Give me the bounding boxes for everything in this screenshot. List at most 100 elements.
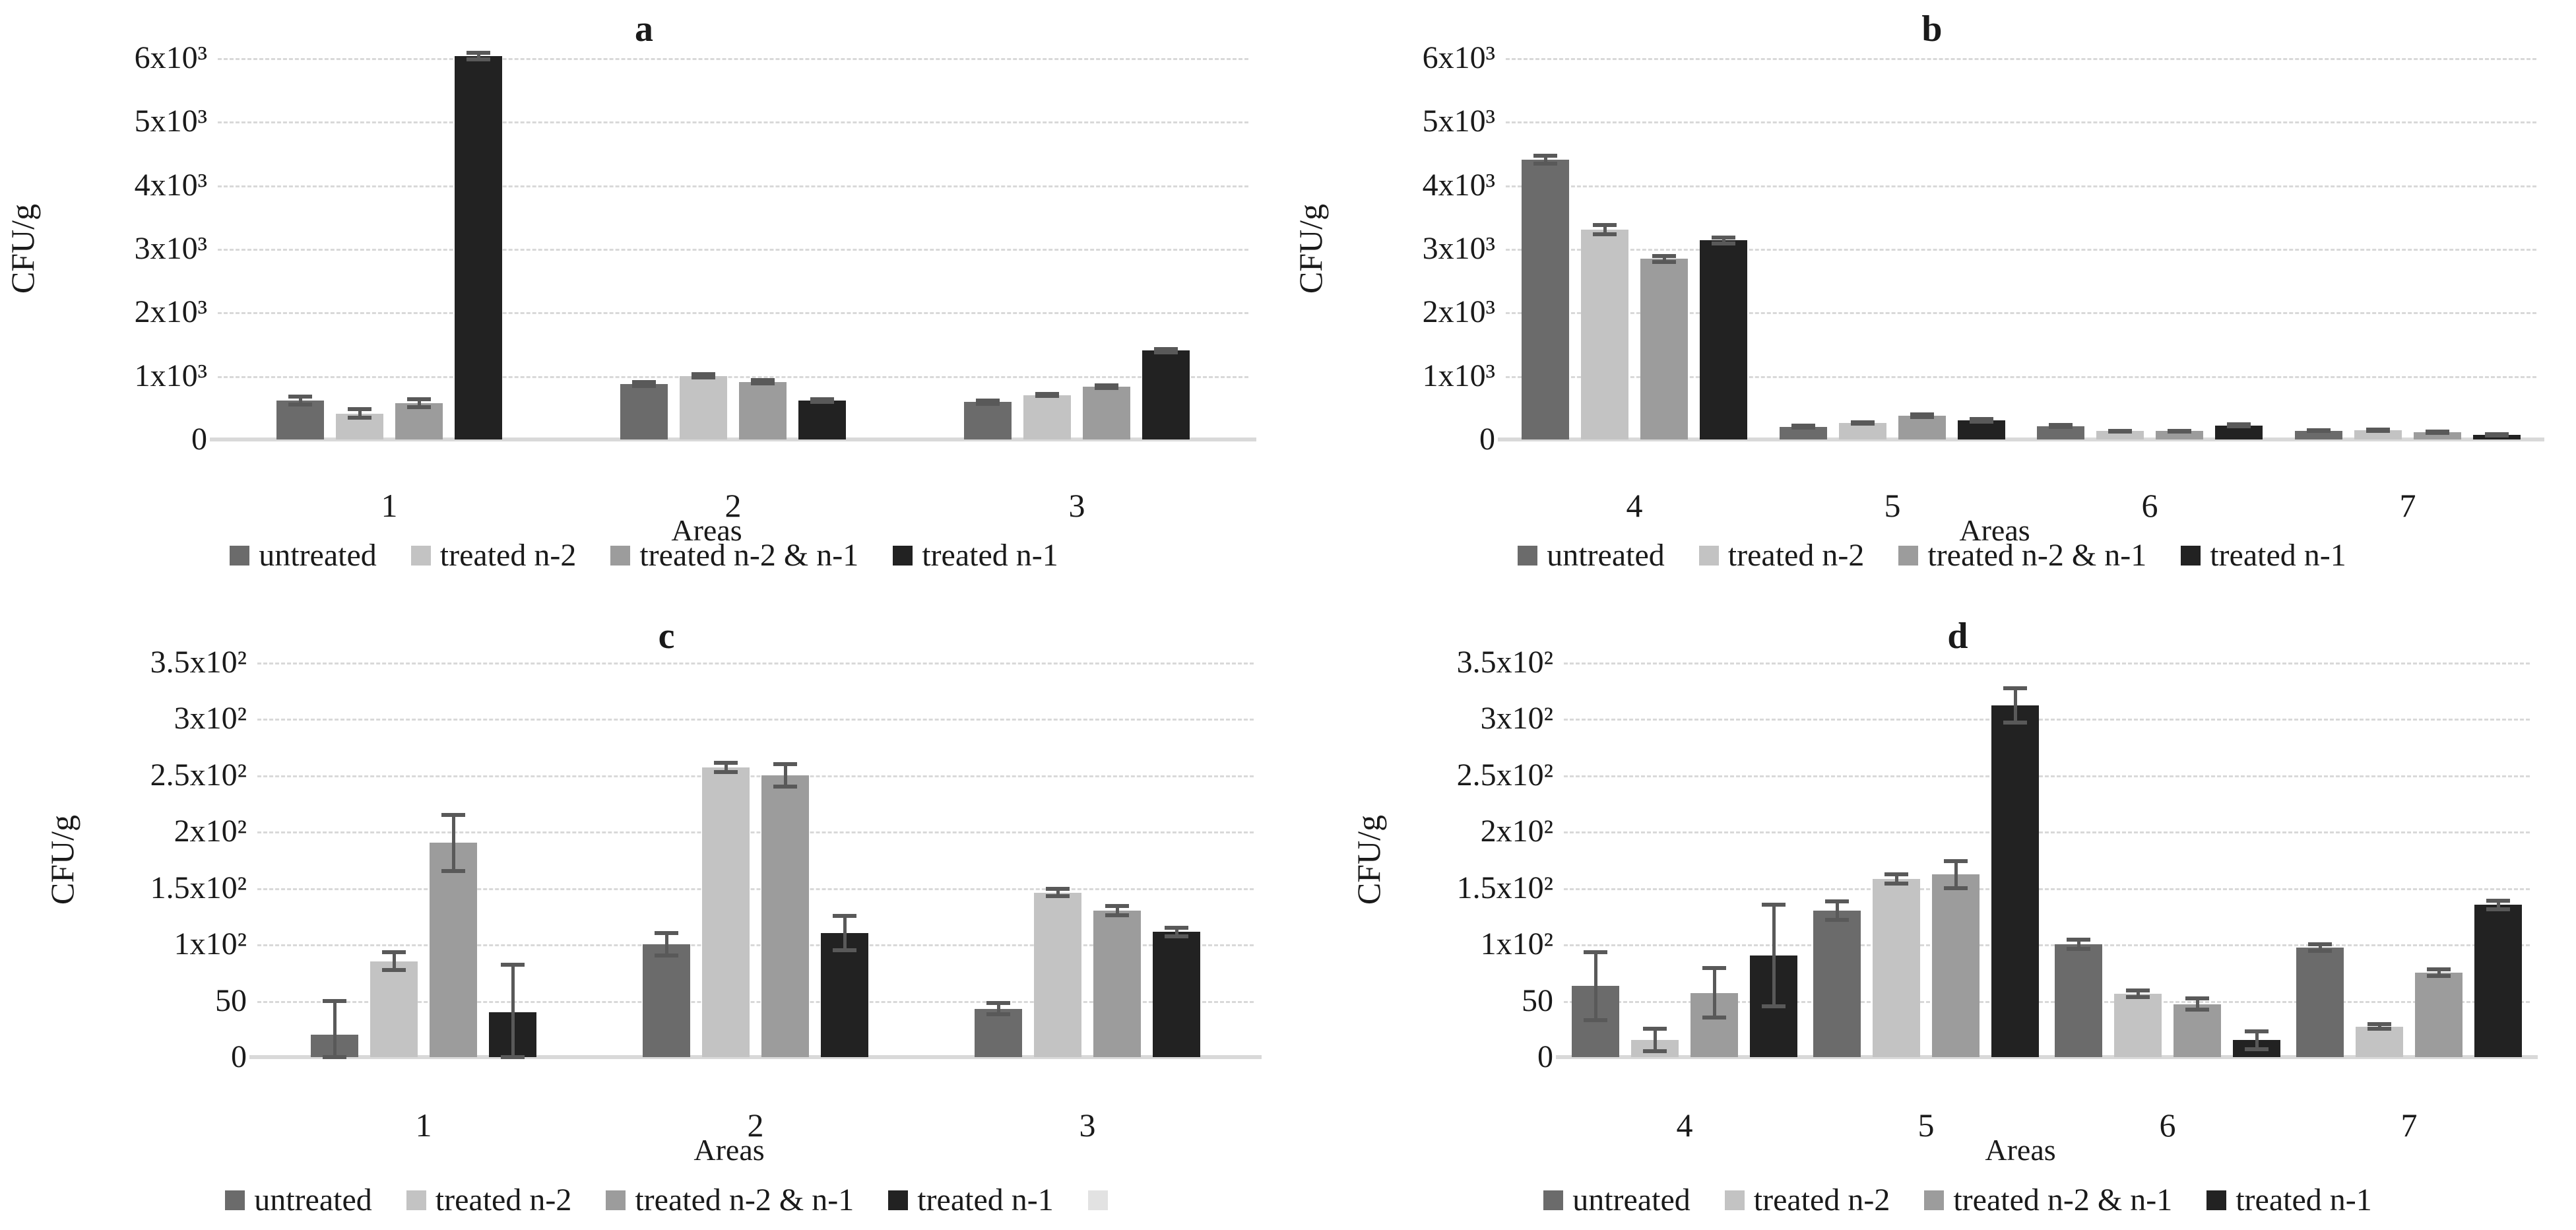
chart-title: a (635, 9, 653, 49)
error-bar-cap (1643, 1049, 1667, 1053)
legend-label: treated n-2 & n-1 (639, 538, 859, 573)
error-bar-cap (1825, 899, 1849, 903)
x-axis-title: Areas (693, 1133, 765, 1167)
gridline (1506, 312, 2536, 314)
error-bar-cap (2308, 949, 2332, 953)
error-bar-cap (1593, 223, 1617, 227)
y-tick-label: 50 (215, 983, 247, 1018)
error-bar-cap (2245, 1047, 2269, 1051)
y-tick-label: 50 (1522, 983, 1553, 1018)
bar-untreated (975, 1009, 1022, 1057)
error-bar-cap (348, 407, 371, 411)
y-tick-label: 0 (1537, 1039, 1553, 1074)
legend-item: untreated (225, 1182, 372, 1218)
gridline (218, 121, 1248, 123)
y-tick-label: 2x10² (174, 814, 247, 849)
error-bar-cap (1884, 872, 1908, 876)
error-bar (724, 763, 728, 772)
error-bar (392, 952, 396, 970)
bar-untreated (276, 401, 324, 439)
y-tick-label: 3.5x10² (1456, 645, 1553, 680)
x-category-label: 5 (1917, 1107, 1935, 1144)
bar-treated-n-2 (702, 767, 750, 1057)
x-category-label: 2 (747, 1107, 764, 1144)
legend-item: untreated (230, 538, 377, 573)
x-axis-labels: 1 2 3 Areas (257, 1107, 1254, 1179)
x-axis-title: Areas (1985, 1133, 2056, 1167)
error-bar-cap (632, 380, 656, 384)
legend-label: untreated (1547, 538, 1665, 573)
error-bar-cap (2485, 434, 2509, 437)
gridline (218, 376, 1248, 378)
error-bar-cap (976, 399, 1000, 403)
x-axis-line (1498, 437, 2544, 441)
legend-item: treated n-2 (1698, 538, 1865, 573)
error-bar-cap (1702, 966, 1726, 970)
error-bar-cap (348, 416, 371, 420)
error-bar-cap (2227, 424, 2251, 428)
error-bar-cap (810, 400, 834, 404)
legend-swatch-extra (1087, 1190, 1108, 1210)
error-bar-cap (2108, 430, 2132, 434)
error-bar (1603, 225, 1607, 234)
bar-treated-n-1 (1153, 932, 1200, 1057)
legend-item: treated n-1 (2206, 1182, 2372, 1218)
x-axis-labels: 1 2 3 Areas (218, 487, 1248, 560)
bar-treated-n-1 (2474, 905, 2522, 1057)
error-bar-cap (2067, 938, 2090, 942)
error-bar-cap (501, 963, 525, 967)
legend-label: treated n-2 (1727, 538, 1865, 573)
y-tick-label: 0 (231, 1039, 247, 1074)
error-bar-cap (323, 1055, 346, 1059)
error-bar-cap (1712, 236, 1735, 240)
error-bar-cap (382, 950, 406, 954)
legend-swatch-treated-n-2-n-1 (610, 546, 631, 566)
error-bar-cap (1095, 386, 1118, 390)
bar-treated-n-1 (1991, 705, 2039, 1057)
bar-treated-n-2 (1873, 879, 1920, 1057)
error-bar-cap (2003, 721, 2027, 725)
gridline (1506, 121, 2536, 123)
y-tick-label: 3.5x10² (150, 645, 247, 680)
error-bar-cap (2426, 431, 2449, 435)
x-axis-line (210, 437, 1256, 441)
y-tick-label: 0 (1479, 422, 1495, 457)
error-bar-cap (1046, 894, 1070, 898)
error-bar (843, 916, 847, 950)
error-bar-cap (2486, 899, 2510, 903)
error-bar-cap (810, 397, 834, 401)
legend-swatch-treated-n-1 (2206, 1190, 2227, 1210)
error-bar-cap (1165, 934, 1188, 938)
gridline (257, 831, 1254, 833)
x-axis-line (249, 1055, 1262, 1059)
error-bar-cap (1910, 415, 1934, 419)
error-bar-cap (1652, 260, 1676, 264)
error-bar-cap (2126, 988, 2150, 992)
error-bar-cap (1910, 412, 1934, 416)
y-tick-label: 1x10³ (134, 358, 207, 393)
error-bar (1894, 874, 1898, 884)
bar-untreated (964, 402, 1012, 439)
error-bar-cap (501, 1055, 525, 1059)
legend-swatch-treated-n-1 (893, 546, 913, 566)
bar-treated-n-2-n-1 (2415, 973, 2463, 1057)
plot-area (249, 663, 1262, 1059)
bar-treated-n-2-n-1 (1932, 874, 1980, 1057)
y-tick-label: 1x10² (174, 926, 247, 961)
legend-item: treated n-2 (406, 1182, 571, 1218)
y-tick-label: 3x10² (174, 701, 247, 736)
x-category-label: 2 (724, 487, 742, 524)
legend-swatch-untreated (225, 1190, 245, 1210)
error-bar-cap (2185, 1008, 2209, 1012)
y-tick-label: 3x10³ (134, 231, 207, 266)
error-bar-cap (441, 813, 465, 817)
legend-item: untreated (1543, 1182, 1690, 1218)
error-bar-cap (2367, 1022, 2391, 1026)
gridline (1564, 1001, 2530, 1003)
error-bar-cap (323, 999, 346, 1003)
error-bar-cap (1643, 1027, 1667, 1031)
error-bar-cap (2486, 907, 2510, 911)
error-bar (511, 965, 515, 1057)
error-bar-cap (1652, 254, 1676, 258)
